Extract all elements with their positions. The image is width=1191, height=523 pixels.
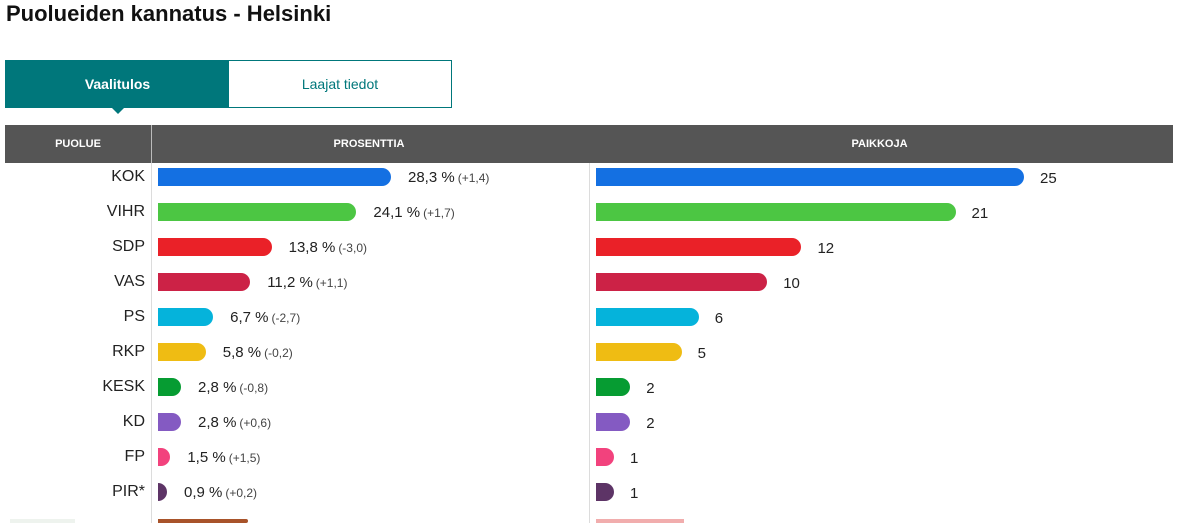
percent-value-label: 0,9 % (+0,2) xyxy=(184,484,257,501)
party-label: RKP xyxy=(112,343,145,360)
percent-bar xyxy=(158,448,171,466)
seats-value-label: 2 xyxy=(646,380,655,397)
seats-value-label: 2 xyxy=(646,415,655,432)
party-label: VIHR xyxy=(106,203,145,220)
cut-off-row xyxy=(0,514,1191,523)
percent-bar xyxy=(158,483,167,501)
percent-value: 6,7 % xyxy=(230,309,269,326)
party-label: KD xyxy=(122,413,145,430)
seats-value-label: 5 xyxy=(697,345,706,362)
percent-bar xyxy=(158,343,206,361)
seats-bar xyxy=(596,483,614,501)
seats-value-label: 25 xyxy=(1040,170,1057,187)
seats-bar xyxy=(596,378,631,396)
view-tabs: Vaalitulos Laajat tiedot xyxy=(5,60,452,114)
seats-bar xyxy=(596,238,802,256)
percent-bar xyxy=(158,203,357,221)
percent-value: 11,2 % xyxy=(267,274,313,291)
column-divider-seats xyxy=(589,163,590,523)
percent-value: 13,8 % xyxy=(288,239,336,256)
percent-value-label: 24,1 % (+1,7) xyxy=(373,204,454,221)
percent-value-label: 1,5 % (+1,5) xyxy=(187,449,260,466)
party-label: SDP xyxy=(112,238,145,255)
percent-bar xyxy=(158,308,214,326)
percent-value: 5,8 % xyxy=(222,344,262,361)
percent-value: 1,5 % xyxy=(187,449,226,466)
percent-value: 28,3 % xyxy=(408,169,455,186)
percent-bar xyxy=(158,168,391,186)
party-label: FP xyxy=(124,448,145,465)
percent-value-label: 2,8 % (-0,8) xyxy=(198,379,268,396)
party-label: PS xyxy=(123,308,145,325)
seats-value-label: 21 xyxy=(971,205,989,222)
seats-bar xyxy=(596,203,956,221)
column-divider-party xyxy=(151,163,152,523)
header-seats: PAIKKOJA xyxy=(851,138,908,150)
seats-bar xyxy=(596,448,614,466)
party-label: KOK xyxy=(111,168,145,185)
cut-off-bar-seats xyxy=(596,519,684,523)
seats-bar xyxy=(596,343,682,361)
seats-value-label: 1 xyxy=(630,450,639,467)
party-label: KESK xyxy=(102,378,145,395)
percent-value: 2,8 % xyxy=(198,379,237,396)
header-percent: PROSENTTIA xyxy=(333,138,405,150)
seats-bar xyxy=(596,273,768,291)
party-label: VAS xyxy=(114,273,145,290)
cut-off-bar-percent xyxy=(158,519,248,523)
percent-value-label: 11,2 % (+1,1) xyxy=(267,274,347,291)
percent-change: (+1,4) xyxy=(457,171,490,185)
percent-change: (+1,5) xyxy=(228,451,261,465)
seats-value-label: 12 xyxy=(817,240,835,257)
percent-change: (-3,0) xyxy=(338,241,367,255)
percent-change: (-2,7) xyxy=(271,311,301,325)
tab-vaalitulos[interactable]: Vaalitulos xyxy=(6,61,229,114)
percent-change: (-0,2) xyxy=(264,346,293,360)
seats-bar xyxy=(596,413,631,431)
percent-change: (+0,6) xyxy=(239,416,272,430)
header-party: PUOLUE xyxy=(55,138,101,150)
percent-value: 24,1 % xyxy=(373,204,421,221)
tab-laajat-tiedot[interactable]: Laajat tiedot xyxy=(229,61,451,107)
party-label: PIR* xyxy=(112,483,145,500)
percent-value-label: 2,8 % (+0,6) xyxy=(198,414,271,431)
percent-value-label: 6,7 % (-2,7) xyxy=(230,309,300,326)
percent-value-label: 5,8 % (-0,2) xyxy=(223,344,293,361)
percent-change: (+0,2) xyxy=(225,486,258,500)
page-title: Puolueiden kannatus - Helsinki xyxy=(6,1,332,26)
percent-value: 2,8 % xyxy=(198,414,237,431)
seats-value-label: 6 xyxy=(714,310,724,327)
seats-value-label: 10 xyxy=(783,275,800,292)
cut-off-label-stub xyxy=(10,519,75,523)
percent-bar xyxy=(158,378,182,396)
header-divider xyxy=(151,125,152,163)
percent-change: (+1,7) xyxy=(423,206,455,220)
percent-change: (-0,8) xyxy=(239,381,269,395)
percent-value-label: 13,8 % (-3,0) xyxy=(289,239,367,256)
seats-bar xyxy=(596,308,699,326)
percent-bar xyxy=(158,413,182,431)
table-header: PUOLUE PROSENTTIA PAIKKOJA xyxy=(5,125,1173,163)
percent-change: (+1,1) xyxy=(315,276,348,290)
seats-bar xyxy=(596,168,1024,186)
percent-bar xyxy=(158,273,251,291)
percent-bar xyxy=(158,238,272,256)
percent-value: 0,9 % xyxy=(184,484,223,501)
seats-value-label: 1 xyxy=(630,485,639,502)
percent-value-label: 28,3 % (+1,4) xyxy=(408,169,489,186)
